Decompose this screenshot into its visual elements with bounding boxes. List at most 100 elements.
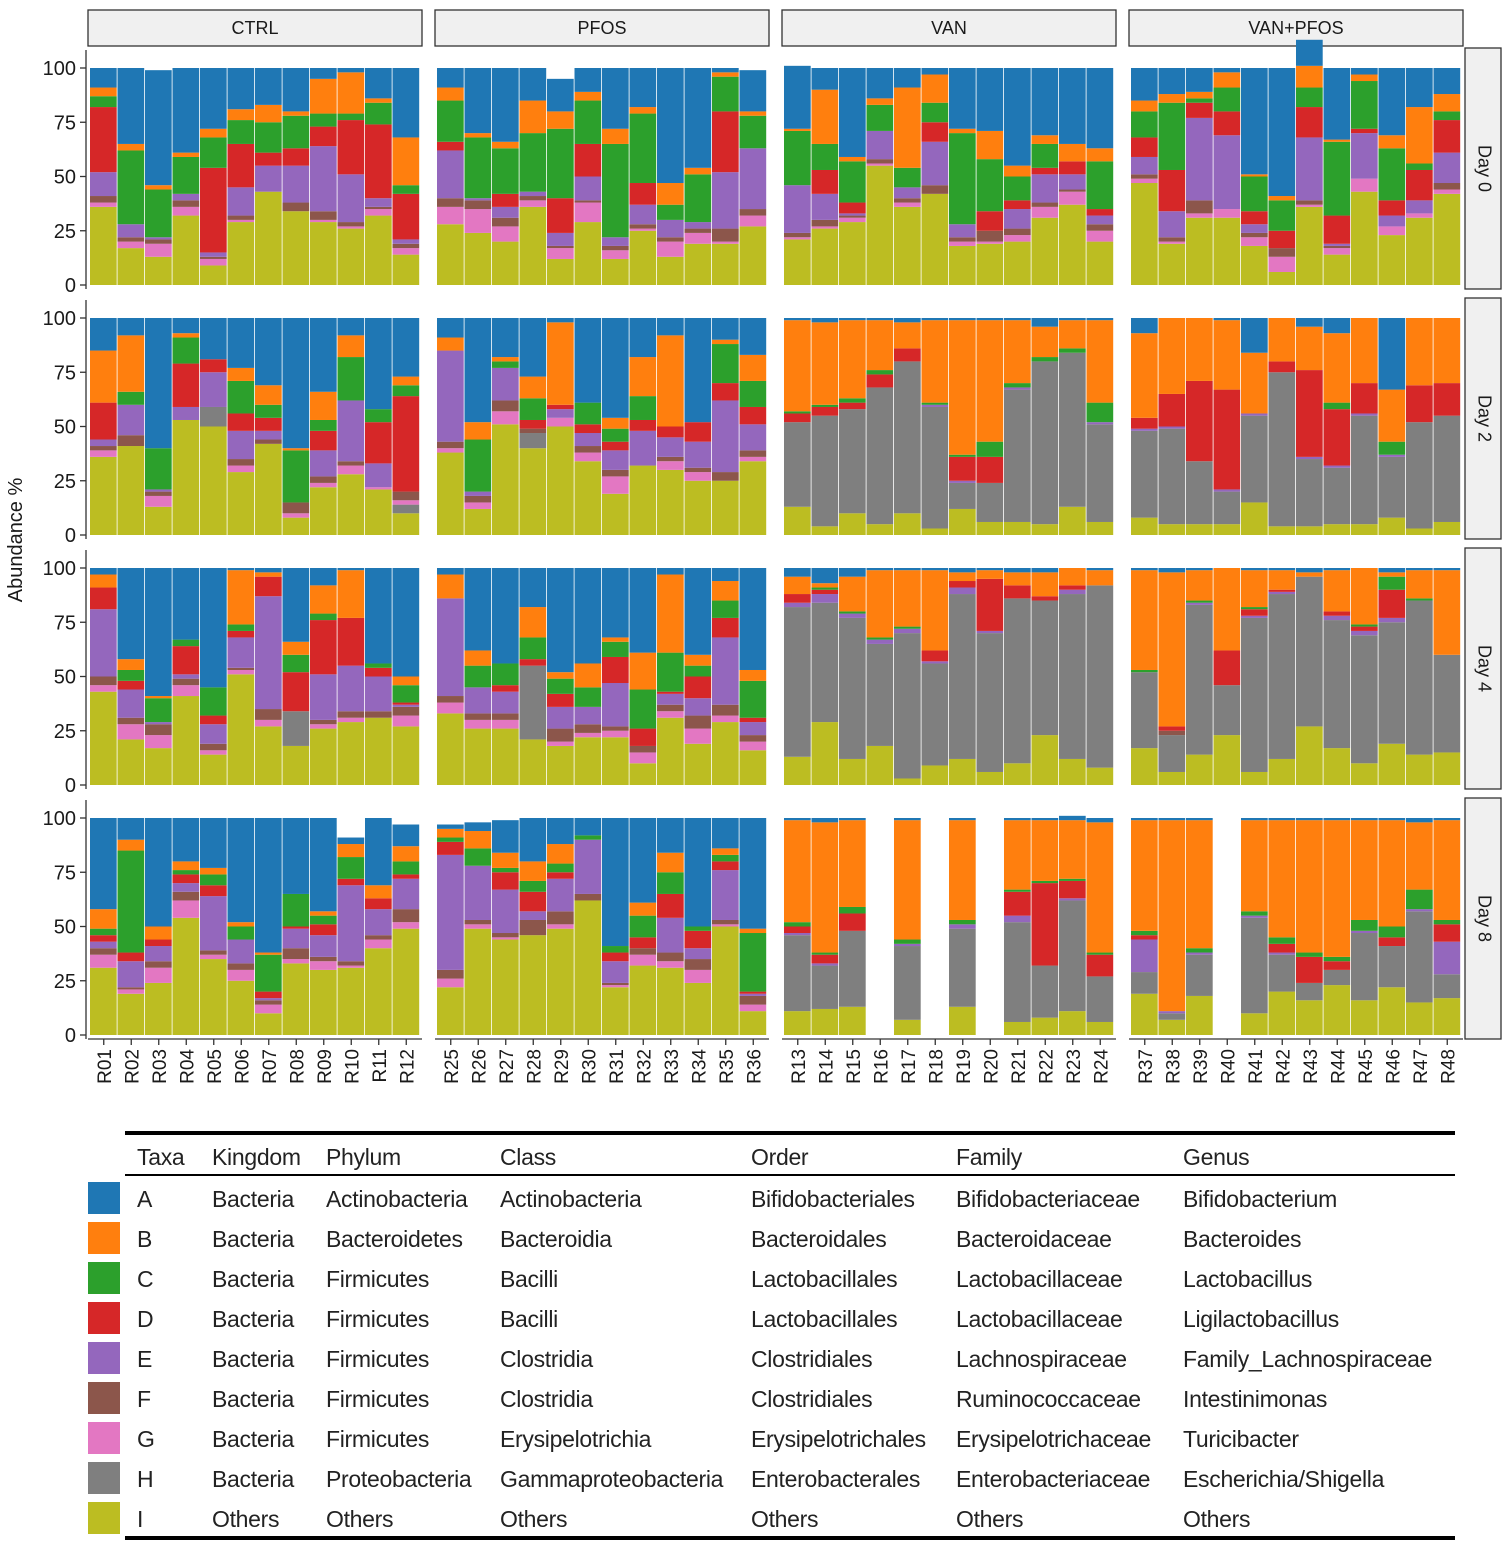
bar-segment-a	[574, 568, 602, 664]
bar-segment-i	[1323, 254, 1351, 285]
legend-bottom-rule	[125, 1536, 1455, 1540]
bar-segment-e	[1186, 602, 1213, 605]
bar-segment-h	[1131, 672, 1158, 749]
bar-segment-i	[437, 987, 464, 1035]
bar-segment-e	[437, 150, 464, 199]
bar-segment-f	[145, 491, 172, 496]
bar-segment-a	[1186, 818, 1213, 821]
bar-segment-e	[117, 961, 145, 988]
bar-segment-b	[976, 320, 1004, 442]
bar-segment-d	[310, 430, 337, 451]
bar-segment-d	[1158, 393, 1186, 427]
bar-segment-a	[657, 318, 684, 336]
bar-segment-f	[1186, 200, 1213, 214]
bar-segment-g	[657, 241, 684, 257]
bar-segment-h	[811, 965, 839, 1009]
bar-segment-c	[866, 370, 894, 375]
bar-segment-b	[227, 367, 255, 381]
facet-strip-day-0	[1464, 47, 1502, 290]
bar-segment-i	[1186, 754, 1213, 785]
legend-row-a: A Bacteria Actinobacteria Actinobacteria Bif…	[0, 1178, 1503, 1218]
bar-segment-b	[574, 663, 602, 688]
bar-segment-i	[1213, 217, 1241, 285]
legend-cell-genus: Turicibacter	[1183, 1426, 1299, 1452]
bar-segment-c	[145, 448, 172, 490]
bar-segment-a	[227, 568, 255, 571]
bar-segment-b	[1296, 65, 1323, 88]
bar-segment-b	[1158, 572, 1186, 727]
bar-segment-h	[519, 433, 547, 449]
bar-segment-b	[464, 133, 492, 138]
bar-segment-e	[392, 878, 420, 910]
bar-segment-e	[310, 146, 337, 212]
bar-segment-f	[464, 200, 492, 210]
bar-segment-f	[921, 185, 949, 194]
bar-segment-e	[1323, 243, 1351, 246]
bar-segment-g	[492, 937, 519, 940]
legend-cell-class: Bacilli	[500, 1306, 558, 1332]
bar-segment-d	[1268, 230, 1296, 249]
legend-cell-phylum: Actinobacteria	[326, 1186, 468, 1212]
bar-segment-g	[255, 1004, 282, 1014]
bar-segment-e	[949, 587, 976, 595]
bar-segment-c	[1406, 598, 1433, 601]
bar-segment-h	[949, 594, 976, 759]
bar-segment-c	[739, 933, 767, 992]
legend-cell-family: Erysipelotrichaceae	[956, 1426, 1152, 1452]
bar-segment-e	[1351, 630, 1378, 636]
bar-segment-h	[866, 643, 894, 746]
y-tick-label: 50	[54, 667, 76, 689]
bar-segment-c	[1131, 930, 1158, 936]
bar-segment-i	[602, 987, 629, 1035]
bar-segment-d	[839, 913, 866, 931]
bar-segment-d	[365, 667, 392, 677]
bar-segment-h	[1131, 430, 1158, 518]
bar-segment-a	[437, 568, 464, 575]
bar-segment-a	[200, 68, 227, 129]
bar-segment-i	[145, 506, 172, 535]
bar-segment-f	[712, 472, 739, 481]
bar-segment-e	[784, 602, 811, 608]
bar-segment-g	[337, 465, 365, 475]
bar-segment-g	[839, 217, 866, 223]
bar-segment-d	[1406, 169, 1433, 201]
legend-header-genus: Genus	[1183, 1144, 1250, 1170]
bar-segment-f	[657, 952, 684, 962]
x-tick-label: R15	[844, 1049, 865, 1084]
bar-segment-b	[1186, 91, 1213, 99]
bar-segment-c	[1406, 163, 1433, 170]
legend-cell-order: Lactobacillales	[751, 1306, 898, 1332]
bar-segment-d	[1004, 585, 1031, 599]
bar-segment-d	[1031, 596, 1059, 601]
bar-segment-c	[282, 893, 310, 927]
bar-segment-c	[117, 850, 145, 953]
bar-segment-d	[255, 417, 282, 431]
bar-segment-i	[921, 528, 949, 535]
bar-segment-a	[145, 70, 172, 186]
bar-segment-c	[839, 398, 866, 403]
bar-segment-c	[949, 454, 976, 457]
x-tick-label: R19	[954, 1049, 975, 1084]
bar-segment-e	[145, 489, 172, 492]
bar-segment-d	[1241, 609, 1268, 616]
legend-swatch-c	[88, 1262, 120, 1294]
bar-segment-c	[90, 928, 117, 936]
bar-segment-c	[255, 954, 282, 992]
bar-segment-a	[811, 568, 839, 584]
bar-segment-i	[1433, 521, 1461, 535]
bar-segment-i	[1241, 1013, 1268, 1035]
bar-segment-b	[1158, 820, 1186, 1012]
bar-segment-a	[1186, 68, 1213, 92]
bar-segment-a	[1296, 39, 1323, 66]
bar-segment-c	[145, 189, 172, 238]
bar-segment-c	[602, 143, 629, 238]
bar-segment-a	[255, 568, 282, 573]
y-tick-label: 0	[65, 275, 76, 297]
bar-segment-e	[1296, 137, 1323, 201]
bar-segment-i	[464, 508, 492, 535]
bar-segment-i	[90, 456, 117, 535]
bar-segment-c	[894, 939, 921, 944]
bar-segment-c	[172, 337, 200, 364]
bar-segment-b	[1131, 820, 1158, 931]
legend-swatch-i	[88, 1502, 120, 1534]
